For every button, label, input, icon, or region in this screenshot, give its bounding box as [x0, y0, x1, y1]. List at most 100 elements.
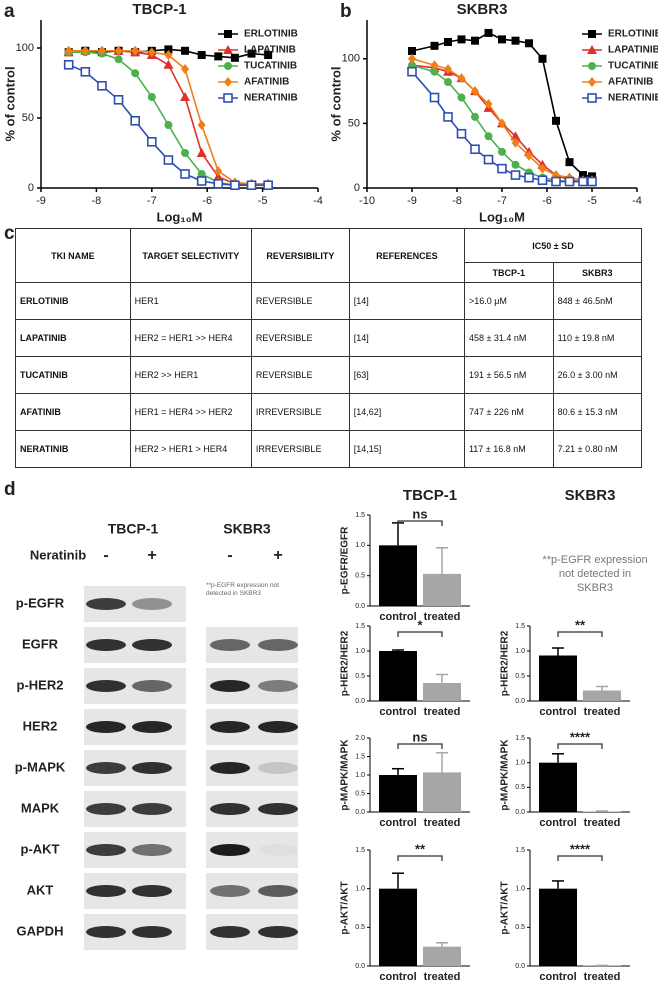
marker	[63, 59, 74, 70]
blot-band	[210, 721, 250, 733]
significance-label: ****	[570, 729, 591, 744]
marker	[147, 137, 157, 147]
table-cell: HER1 = HER4 >> HER2	[129, 393, 252, 431]
marker	[197, 51, 206, 59]
marker	[230, 53, 239, 62]
legend-label: AFATINIB	[244, 77, 289, 88]
legend-marker	[588, 77, 596, 87]
x-axis-label: Log₁₀M	[479, 209, 525, 224]
table-cell: IRREVERSIBLE	[250, 430, 350, 468]
blot-band	[86, 844, 126, 856]
significance-label: ns	[412, 506, 427, 521]
marker	[525, 150, 533, 161]
table-cell: [14]	[348, 319, 465, 357]
marker	[484, 132, 493, 141]
table-cell: HER2 = HER1 >> HER4	[129, 319, 252, 357]
x-tick-label: treated	[424, 817, 461, 829]
blot-band	[86, 926, 126, 938]
significance-label: **	[575, 617, 586, 632]
blot-band	[210, 803, 250, 815]
marker	[247, 49, 256, 58]
y-tick-label: 1.0	[355, 648, 365, 655]
error-bar	[436, 942, 448, 947]
bar	[379, 651, 417, 701]
y-tick-label: 0.0	[355, 809, 365, 816]
subheader-cell: SKBR3	[552, 262, 643, 283]
error-bar	[552, 647, 564, 656]
x-tick-label: -4	[632, 195, 642, 207]
significance-label: ns	[412, 729, 427, 744]
bar-note: **p-EGFR expression not detected in SKBR…	[542, 554, 648, 594]
x-tick-label: -4	[313, 195, 323, 207]
table-cell: NERATINIB	[15, 430, 131, 468]
legend-label: AFATINIB	[608, 77, 653, 88]
marker	[484, 28, 493, 37]
y-tick-label: 0.5	[355, 790, 365, 797]
marker	[131, 69, 140, 78]
marker	[246, 180, 257, 190]
blot-band	[210, 680, 250, 692]
header-cell: REFERENCES	[348, 228, 465, 283]
marker	[147, 93, 156, 101]
y-tick-label: 0.0	[515, 963, 525, 970]
blot-row-label: MAPK	[21, 800, 60, 815]
y-tick-label: 100	[342, 53, 360, 65]
significance-label: *	[417, 617, 423, 632]
marker	[181, 64, 190, 74]
error-bar	[392, 872, 404, 889]
blot-row-label: HER2	[23, 718, 58, 733]
marker	[263, 180, 273, 190]
marker	[164, 45, 173, 54]
blot-band	[86, 598, 126, 610]
marker	[97, 45, 106, 56]
blot-band	[258, 639, 298, 651]
significance-label: **	[415, 841, 426, 856]
legend-marker	[587, 45, 597, 54]
condition-label: +	[273, 547, 282, 564]
x-tick-label: -8	[92, 195, 102, 207]
blot-note: **p-EGFR expression not detected in SKBR…	[206, 582, 279, 597]
marker	[498, 118, 506, 129]
blot-row-label: EGFR	[22, 636, 59, 651]
x-tick-label: control	[379, 706, 416, 718]
marker	[80, 67, 91, 77]
blot-band	[210, 844, 250, 856]
panel-label: a	[4, 1, 15, 22]
legend-label: LAPATINIB	[608, 45, 658, 56]
blot-band	[132, 803, 172, 815]
y-axis-label: % of control	[2, 66, 17, 141]
x-tick-label: -5	[587, 195, 597, 207]
header-cell: TKI NAME	[15, 228, 131, 283]
treatment-label: Neratinib	[30, 547, 86, 562]
panel-label: c	[4, 223, 15, 244]
subheader-cell: TBCP-1	[463, 262, 554, 283]
marker	[443, 112, 453, 122]
y-axis-label: p-EGFR/EGFR	[340, 526, 351, 595]
marker	[181, 149, 190, 157]
column-title: SKBR3	[565, 487, 616, 504]
y-tick-label: 0.5	[515, 673, 525, 680]
y-tick-label: 0	[354, 182, 360, 194]
x-tick-label: treated	[424, 611, 461, 623]
x-tick-label: control	[379, 817, 416, 829]
table-cell: 117 ± 16.8 nM	[463, 430, 554, 468]
condition-label: -	[227, 547, 232, 564]
significance-bracket	[557, 743, 603, 749]
blot-band	[258, 721, 298, 733]
chart-title: SKBR3	[457, 1, 508, 18]
marker	[484, 99, 493, 109]
y-tick-label: 1.5	[355, 753, 365, 760]
marker	[147, 47, 156, 58]
marker	[538, 163, 547, 174]
y-tick-label: 2.0	[355, 735, 365, 742]
marker	[97, 81, 107, 91]
panel-label: d	[4, 479, 16, 500]
header-cell: REVERSIBILITY	[250, 228, 350, 283]
blot-band	[132, 598, 172, 610]
marker	[511, 160, 520, 169]
table-cell: 26.0 ± 3.00 nM	[552, 356, 643, 394]
y-tick-label: 0.5	[355, 573, 365, 580]
legend-label: NERATINIB	[608, 93, 658, 104]
table-cell: IRREVERSIBLE	[250, 393, 350, 431]
